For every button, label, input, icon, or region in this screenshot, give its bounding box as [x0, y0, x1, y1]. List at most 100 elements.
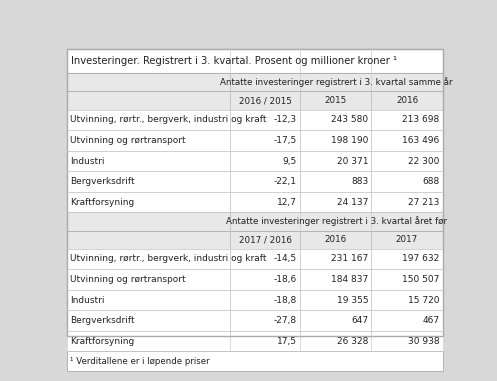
Bar	[67, 73, 230, 91]
Text: 20 371: 20 371	[336, 157, 368, 165]
Bar	[300, 192, 371, 212]
Bar	[371, 290, 443, 311]
Bar	[67, 311, 230, 331]
Text: 26 328: 26 328	[337, 337, 368, 346]
Bar	[300, 231, 371, 249]
Bar	[300, 110, 371, 130]
Text: Bergverksdrift: Bergverksdrift	[70, 177, 135, 186]
Text: -27,8: -27,8	[274, 316, 297, 325]
Text: Bergverksdrift: Bergverksdrift	[70, 316, 135, 325]
Text: 231 167: 231 167	[331, 255, 368, 264]
Bar	[371, 331, 443, 351]
Text: -18,8: -18,8	[273, 296, 297, 304]
Text: -17,5: -17,5	[273, 136, 297, 145]
Bar	[67, 151, 230, 171]
Text: Utvinning og rørtransport: Utvinning og rørtransport	[70, 275, 185, 284]
Text: 213 698: 213 698	[403, 115, 440, 125]
Bar	[371, 110, 443, 130]
Bar	[371, 171, 443, 192]
Bar	[371, 192, 443, 212]
Text: -14,5: -14,5	[274, 255, 297, 264]
Bar	[67, 290, 230, 311]
Text: ¹ Verditallene er i løpende priser: ¹ Verditallene er i løpende priser	[70, 357, 209, 366]
Bar	[67, 231, 230, 249]
Bar	[230, 130, 300, 151]
Text: Investeringer. Registrert i 3. kvartal. Prosent og millioner kroner ¹: Investeringer. Registrert i 3. kvartal. …	[72, 56, 398, 66]
Text: 19 355: 19 355	[336, 296, 368, 304]
Bar	[230, 269, 300, 290]
Bar	[300, 311, 371, 331]
Bar	[230, 110, 300, 130]
Bar	[67, 269, 230, 290]
Text: -22,1: -22,1	[274, 177, 297, 186]
Bar	[230, 290, 300, 311]
Bar	[300, 151, 371, 171]
Text: 17,5: 17,5	[277, 337, 297, 346]
Bar	[371, 130, 443, 151]
Bar	[300, 130, 371, 151]
Text: 197 632: 197 632	[403, 255, 440, 264]
Bar	[230, 151, 300, 171]
Bar	[67, 351, 443, 371]
Bar	[67, 130, 230, 151]
Bar	[67, 49, 443, 73]
Bar	[300, 331, 371, 351]
Bar	[230, 311, 300, 331]
Bar	[67, 249, 230, 269]
Text: -18,6: -18,6	[273, 275, 297, 284]
Bar	[300, 269, 371, 290]
Bar	[230, 249, 300, 269]
Bar	[67, 331, 230, 351]
Text: 184 837: 184 837	[331, 275, 368, 284]
Bar	[230, 91, 300, 110]
Bar	[371, 269, 443, 290]
Bar	[371, 151, 443, 171]
Text: 2015: 2015	[325, 96, 347, 105]
Bar	[230, 171, 300, 192]
Bar	[230, 212, 443, 231]
Text: Industri: Industri	[70, 296, 104, 304]
Text: Antatte investeringer registrert i 3. kvartal året før: Antatte investeringer registrert i 3. kv…	[226, 216, 447, 226]
Text: Utvinning, rørtr., bergverk, industri og kraft: Utvinning, rørtr., bergverk, industri og…	[70, 255, 266, 264]
Bar	[67, 192, 230, 212]
Bar	[300, 249, 371, 269]
Text: 883: 883	[351, 177, 368, 186]
Bar	[230, 331, 300, 351]
Text: Utvinning og rørtransport: Utvinning og rørtransport	[70, 136, 185, 145]
Bar	[67, 91, 230, 110]
Bar	[371, 91, 443, 110]
Text: 30 938: 30 938	[408, 337, 440, 346]
Text: -12,3: -12,3	[274, 115, 297, 125]
Bar	[300, 91, 371, 110]
Text: 22 300: 22 300	[408, 157, 440, 165]
Bar	[300, 290, 371, 311]
Text: 24 137: 24 137	[337, 198, 368, 207]
Bar	[230, 192, 300, 212]
Text: Kraftforsyning: Kraftforsyning	[70, 337, 134, 346]
Bar	[371, 249, 443, 269]
Bar	[230, 73, 443, 91]
Text: Industri: Industri	[70, 157, 104, 165]
Text: 198 190: 198 190	[331, 136, 368, 145]
Text: 688: 688	[422, 177, 440, 186]
Text: 2017 / 2016: 2017 / 2016	[239, 235, 291, 244]
Text: Utvinning, rørtr., bergverk, industri og kraft: Utvinning, rørtr., bergverk, industri og…	[70, 115, 266, 125]
Text: 163 496: 163 496	[403, 136, 440, 145]
Bar	[371, 231, 443, 249]
Text: 27 213: 27 213	[408, 198, 440, 207]
Text: 647: 647	[351, 316, 368, 325]
Bar	[230, 231, 300, 249]
Text: 2016 / 2015: 2016 / 2015	[239, 96, 291, 105]
Text: 15 720: 15 720	[408, 296, 440, 304]
Bar	[67, 110, 230, 130]
Text: 2016: 2016	[396, 96, 418, 105]
Bar	[67, 212, 230, 231]
Text: 467: 467	[422, 316, 440, 325]
Text: 12,7: 12,7	[277, 198, 297, 207]
Bar	[67, 171, 230, 192]
Text: Kraftforsyning: Kraftforsyning	[70, 198, 134, 207]
Text: 2016: 2016	[325, 235, 346, 244]
Bar	[371, 311, 443, 331]
Text: 150 507: 150 507	[402, 275, 440, 284]
Text: 243 580: 243 580	[331, 115, 368, 125]
